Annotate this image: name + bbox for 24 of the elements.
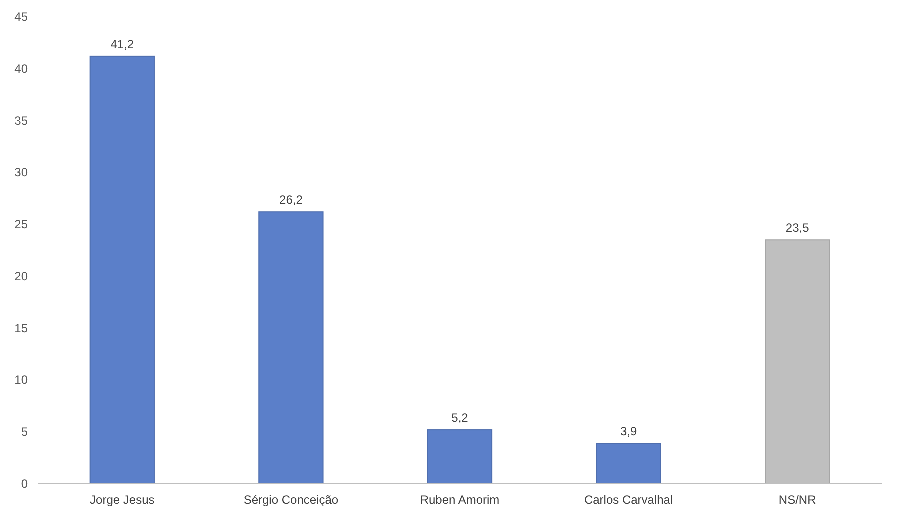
y-tick-label: 30	[14, 166, 28, 180]
data-label: 5,2	[452, 411, 469, 426]
x-tick-label: Sérgio Conceição	[244, 493, 339, 507]
data-label: 23,5	[786, 221, 810, 236]
y-tick-label: 5	[21, 425, 28, 440]
data-label: 26,2	[280, 193, 304, 208]
data-label: 41,2	[110, 37, 134, 52]
y-tick-label: 15	[14, 321, 28, 336]
y-tick-label: 20	[14, 269, 28, 284]
x-tick-label: Jorge Jesus	[90, 493, 155, 507]
x-tick-label: Carlos Carvalhal	[584, 493, 674, 507]
x-tick-label: Ruben Amorim	[420, 493, 500, 507]
y-tick-label: 25	[14, 218, 28, 232]
bar	[90, 56, 155, 484]
x-tick-label: NS/NR	[778, 493, 817, 507]
y-tick-label: 0	[21, 477, 28, 491]
y-tick-label: 10	[14, 373, 28, 388]
y-tick-label: 45	[14, 10, 28, 24]
y-tick-label: 35	[14, 114, 28, 128]
bar	[427, 430, 493, 484]
bar	[258, 212, 324, 484]
data-label: 3,9	[620, 424, 638, 439]
bar	[596, 443, 662, 484]
y-tick-label: 40	[14, 62, 28, 76]
